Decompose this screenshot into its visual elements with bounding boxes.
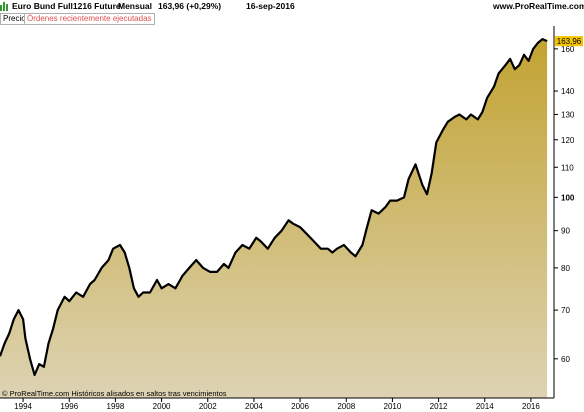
y-tick-label: 80 [561, 264, 570, 273]
date-label: 16-sep-2016 [246, 1, 295, 11]
y-tick-label: 120 [561, 136, 575, 145]
y-tick-label: 140 [561, 87, 575, 96]
x-tick-label: 2010 [384, 402, 402, 411]
y-tick-label: 110 [561, 163, 574, 172]
price-area-fill [0, 39, 548, 398]
x-tick-label: 2002 [199, 402, 217, 411]
tab-bar: Precio Órdenes recientemente ejecutadas [0, 12, 584, 25]
chart-header: Euro Bund Full1216 Future Mensual 163,96… [0, 0, 584, 12]
footer-note: © ProRealTime.com Históricos alisados en… [2, 389, 227, 398]
y-tick-label: 160 [561, 45, 575, 54]
x-tick-label: 1998 [107, 402, 125, 411]
x-tick-label: 1996 [60, 402, 78, 411]
y-tick-label: 130 [561, 110, 575, 119]
x-tick-label: 2014 [476, 402, 494, 411]
indicator-icon [0, 1, 9, 14]
brand-label: www.ProRealTime.com [493, 1, 584, 11]
y-tick-label: 70 [561, 306, 570, 315]
price-line [0, 38, 548, 377]
y-tick-label: 90 [561, 227, 570, 236]
price-change: 163,96 (+0,29%) [158, 1, 222, 11]
x-tick-label: 2004 [245, 402, 263, 411]
last-price-label: 163,96 [557, 37, 582, 46]
instrument-name: Euro Bund Full1216 Future [12, 1, 121, 11]
tab-executed-orders[interactable]: Órdenes recientemente ejecutadas [24, 13, 155, 25]
x-tick-label: 2008 [337, 402, 355, 411]
y-tick-label: 100 [561, 193, 575, 202]
period-label: Mensual [118, 1, 153, 11]
x-tick-label: 2016 [522, 402, 540, 411]
x-tick-label: 2012 [430, 402, 448, 411]
x-tick-label: 1994 [14, 402, 32, 411]
x-tick-label: 2000 [153, 402, 171, 411]
y-tick-label: 60 [561, 355, 570, 364]
x-tick-label: 2006 [291, 402, 309, 411]
last-price-badge [555, 36, 583, 47]
tab-price[interactable]: Precio [0, 13, 29, 25]
